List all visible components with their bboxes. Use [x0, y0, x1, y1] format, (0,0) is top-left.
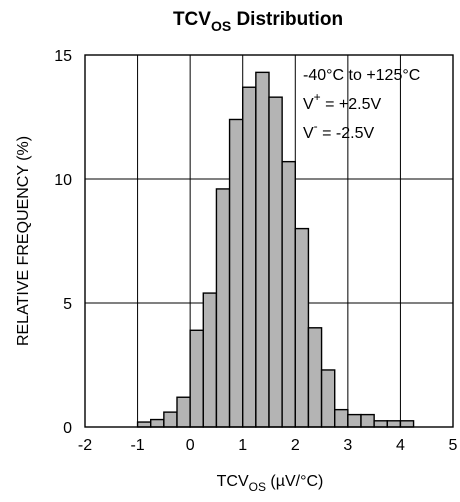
histogram-bar [255, 71, 270, 428]
annotation-line2-main: V [303, 96, 314, 113]
histogram-bar [320, 369, 336, 428]
y-tick-label: 5 [63, 296, 72, 313]
histogram-bar [150, 418, 165, 428]
y-tick-label: 0 [63, 420, 72, 437]
annotation-line3-sup: - [314, 119, 318, 133]
y-tick-label: 15 [54, 48, 72, 65]
chart-title-sub: OS [211, 18, 231, 34]
histogram-bar [294, 227, 310, 428]
chart-title: TCVOS Distribution [173, 9, 343, 34]
chart-title-rest: Distribution [231, 9, 343, 30]
histogram-bar [136, 421, 152, 428]
histogram-bar [360, 413, 375, 428]
x-tick-label: 4 [396, 437, 405, 454]
histogram-bar [215, 188, 231, 428]
x-axis-label: TCVOS (µV/°C) [217, 473, 324, 494]
x-tick-label: -1 [130, 437, 144, 454]
annotation-line3-main: V [303, 125, 314, 142]
histogram-bar [242, 86, 257, 428]
y-axis-label: RELATIVE FREQUENCY (%) [15, 136, 32, 346]
annotation-line2: V+ = +2.5V [303, 90, 382, 113]
tick-label-layer: -2 -1 0 1 2 3 4 5 0 5 10 15 [54, 48, 457, 454]
histogram-bar [189, 329, 204, 428]
annotation-line1: -40°C to +125°C [303, 67, 420, 84]
x-axis-label-rest: (µV/°C) [266, 473, 323, 490]
histogram-bar [386, 420, 402, 428]
x-tick-label: -2 [78, 437, 92, 454]
x-tick-label: 3 [343, 437, 352, 454]
plot-frame [84, 54, 454, 428]
histogram-bar [373, 420, 388, 428]
annotation-line3: V- = -2.5V [303, 119, 374, 142]
histogram-bar [176, 396, 191, 428]
histogram-bar [334, 408, 349, 428]
histogram-bar [228, 118, 244, 428]
x-tick-label: 2 [291, 437, 300, 454]
x-axis-label-main: TCV [217, 473, 249, 490]
histogram-bar [347, 413, 362, 428]
histogram-bar [399, 420, 415, 428]
x-tick-label: 5 [449, 437, 458, 454]
y-tick-label: 10 [54, 172, 72, 189]
annotation-line3-rest: = -2.5V [318, 125, 375, 142]
bars-layer [136, 71, 415, 428]
annotation-line2-rest: = +2.5V [321, 96, 382, 113]
chart-title-main: TCV [173, 9, 211, 30]
x-tick-label: 0 [186, 437, 195, 454]
annotation-line2-sup: + [314, 90, 321, 104]
histogram-bar [307, 327, 323, 428]
histogram-bar [268, 96, 283, 428]
annotation: -40°C to +125°C V+ = +2.5V V- = -2.5V [303, 67, 420, 142]
histogram-bar [281, 160, 296, 428]
histogram-bar [163, 411, 178, 428]
histogram-bar [202, 292, 218, 428]
x-tick-label: 1 [238, 437, 247, 454]
x-axis-label-sub: OS [249, 480, 266, 494]
